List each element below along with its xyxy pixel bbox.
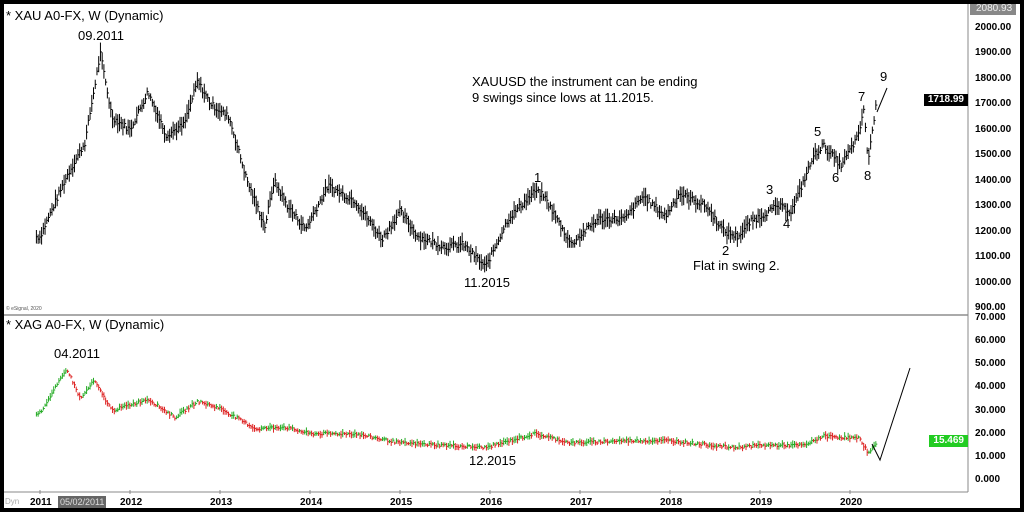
gold-y-tick: 1000.00 [975,276,1012,288]
gold-y-tick: 1200.00 [975,225,1012,237]
wave-7: 7 [858,89,866,104]
silver-y-tick: 20.000 [975,427,1006,439]
wave-5: 5 [814,124,822,139]
chart-canvas [4,4,969,494]
x-tick-label: 2015 [390,497,413,508]
x-tick-label: 2020 [840,497,863,508]
x-tick-label: 2012 [120,497,143,508]
gold-y-tick: 1600.00 [975,123,1012,135]
silver-y-tick: 50.000 [975,358,1006,370]
gold-y-tick: 1800.00 [975,72,1012,84]
gold-y-tick: 900.00 [975,301,1006,313]
gold-y-tick: 1100.00 [975,251,1011,263]
silver-last-price-tag: 15.469 [929,435,968,447]
gold-y-tick: 1300.00 [975,200,1012,212]
note-line1: XAUUSD the instrument can be ending [472,74,698,89]
label-flat: Flat in swing 2. [693,258,780,273]
wave-4: 4 [783,216,791,231]
gold-y-tick: 1400.00 [975,174,1012,186]
wave-3: 3 [766,182,774,197]
x-tick-label: 2011 [30,497,52,508]
silver-y-tick: 70.000 [975,312,1006,323]
x-tick-label: 2013 [210,497,233,508]
chart-window: * XAU A0-FX, W (Dynamic) * XAG A0-FX, W … [4,4,1020,508]
note-line2: 9 swings since lows at 11.2015. [472,90,654,105]
wave-1: 1 [534,170,542,185]
silver-y-tick: 30.000 [975,404,1006,416]
silver-y-tick: 10.000 [975,450,1006,462]
gold-last-price-tag: 1718.99 [923,94,968,106]
gold-title: * XAU A0-FX, W (Dynamic) [6,8,164,23]
silver-y-tick: 60.000 [975,335,1006,347]
x-tick-label: 2017 [570,497,593,508]
copyright: © eSignal, 2020 [6,306,42,312]
label-silver-high: 04.2011 [54,346,101,361]
dyn-label[interactable]: Dyn [5,497,20,506]
cursor-date: 05/02/2011 [58,496,107,508]
wave-6: 6 [832,170,840,185]
gold-projection-line [876,87,888,113]
label-gold-low: 11.2015 [464,275,511,290]
gold-y-tick: 1500.00 [975,149,1012,161]
x-tick-label: 2018 [660,497,683,508]
x-tick-label: 2019 [750,497,773,508]
label-silver-low: 12.2015 [469,453,516,468]
gold-y-tick: 2000.00 [975,22,1012,33]
silver-y-tick: 40.000 [975,381,1006,393]
x-tick-label: 2016 [480,497,503,508]
x-tick-label: 2014 [300,497,323,508]
label-gold-high: 09.2011 [78,28,125,43]
max-price-tag: 2080.93 [970,4,1017,15]
wave-2: 2 [722,243,730,258]
gold-y-tick: 1900.00 [975,47,1012,59]
wave-9: 9 [880,69,888,84]
silver-title: * XAG A0-FX, W (Dynamic) [6,317,165,332]
silver-projection-line [871,367,911,462]
gold-y-tick: 1700.00 [975,98,1012,110]
silver-y-tick: 0.000 [975,473,1001,485]
wave-8: 8 [864,168,872,183]
